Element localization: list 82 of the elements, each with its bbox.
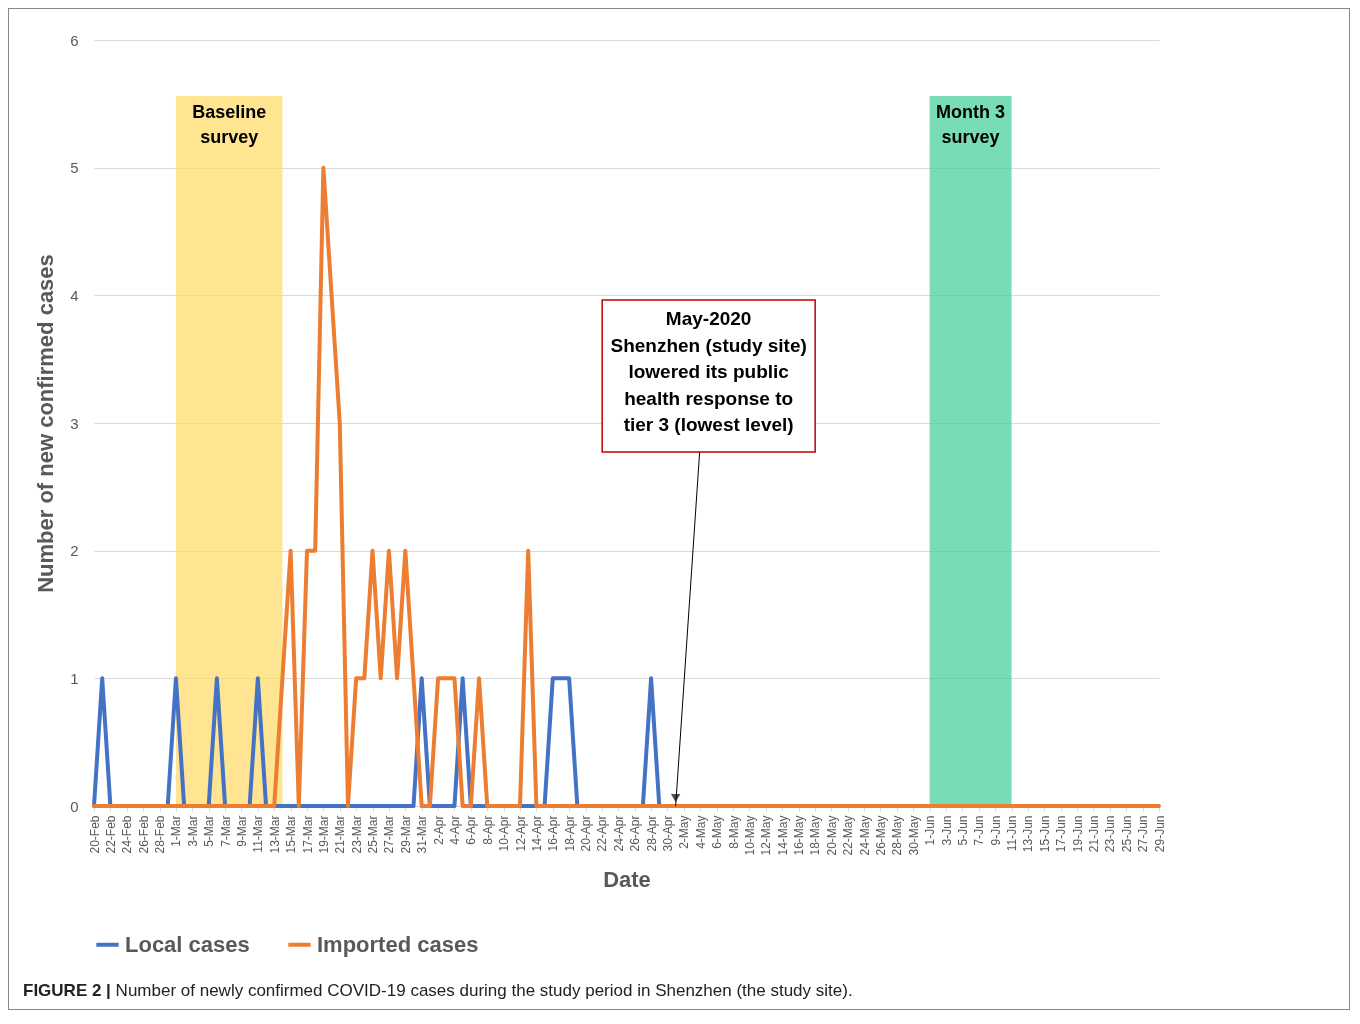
y-tick-label: 0 xyxy=(70,797,79,815)
x-tick-label: 25-Jun xyxy=(1119,815,1134,853)
x-tick-label: 5-Jun xyxy=(955,815,970,846)
x-tick-label: 16-Apr xyxy=(546,815,561,852)
y-tick-label: 5 xyxy=(70,159,79,177)
x-tick-label: 29-Mar xyxy=(398,815,413,854)
x-tick-label: 20-May xyxy=(824,815,839,856)
x-tick-label: 13-Jun xyxy=(1021,815,1036,853)
y-tick-label: 3 xyxy=(70,414,79,432)
x-tick-label: 16-May xyxy=(792,815,807,856)
x-tick-label: 14-May xyxy=(775,815,790,856)
caption: FIGURE 2 | Number of newly confirmed COVID-19 cases during the study period in Shenzhen (the study site). xyxy=(23,981,853,1001)
x-tick-label: 1-Mar xyxy=(169,815,184,847)
x-tick-label: 28-Feb xyxy=(153,815,168,854)
x-tick-label: 20-Feb xyxy=(87,815,102,854)
x-tick-label: 18-Apr xyxy=(562,815,577,852)
x-tick-label: 10-May xyxy=(742,815,757,856)
x-tick-label: 24-Apr xyxy=(611,815,626,852)
x-tick-label: 5-Mar xyxy=(202,815,217,847)
x-tick-label: 19-Jun xyxy=(1070,815,1085,853)
x-tick-label: 25-Mar xyxy=(366,815,381,854)
legend-label: Imported cases xyxy=(317,931,479,957)
x-tick-label: 30-Apr xyxy=(660,815,675,852)
x-tick-label: 24-May xyxy=(857,815,872,856)
x-tick-label: 2-Apr xyxy=(431,815,446,845)
x-tick-label: 19-Mar xyxy=(316,815,331,854)
band-label: Baseline survey xyxy=(192,102,267,147)
x-tick-label: 28-Apr xyxy=(644,815,659,852)
x-tick-label: 7-Mar xyxy=(218,815,233,847)
x-tick-label: 6-Apr xyxy=(464,815,479,845)
x-tick-label: 21-Mar xyxy=(333,815,348,854)
x-tick-label: 10-Apr xyxy=(497,815,512,852)
x-tick-label: 8-May xyxy=(726,815,741,849)
x-tick-label: 23-Mar xyxy=(349,815,364,854)
x-tick-label: 26-Apr xyxy=(628,815,643,852)
x-tick-label: 18-May xyxy=(808,815,823,856)
line-series xyxy=(92,165,1161,808)
x-tick-label: 11-Mar xyxy=(251,815,266,853)
x-tick-label: 22-May xyxy=(841,815,856,856)
x-tick-label: 9-Jun xyxy=(988,815,1003,846)
x-tick-label: 31-Mar xyxy=(415,815,430,854)
x-tick-label: 12-Apr xyxy=(513,815,528,852)
x-tick-label: 13-Mar xyxy=(267,815,282,854)
x-tick-label: 20-Apr xyxy=(579,815,594,852)
x-tick-label: 12-May xyxy=(759,815,774,856)
x-tick-label: 30-May xyxy=(906,815,921,856)
x-tick-label: 24-Feb xyxy=(120,815,135,854)
y-tick-label: 6 xyxy=(70,31,79,49)
annotation: May-2020 Shenzhen (study site) lowered its public health response to tier 3 (lowest level) xyxy=(610,308,807,435)
x-tick-label: 22-Feb xyxy=(103,815,118,854)
x-tick-label: 9-Mar xyxy=(234,815,249,847)
x-tick-label: 3-Jun xyxy=(939,815,954,846)
x-tick-label: 17-Mar xyxy=(300,815,315,854)
x-tick-label: 28-May xyxy=(890,815,905,856)
x-axis-title: Date xyxy=(603,866,651,892)
x-tick-label: 11-Jun xyxy=(1005,815,1020,852)
x-tick-label: 22-Apr xyxy=(595,815,610,852)
x-tick-label: 14-Apr xyxy=(529,815,544,852)
x-tick-label: 3-Mar xyxy=(185,815,200,847)
legend-label: Local cases xyxy=(125,931,250,957)
x-tick-label: 29-Jun xyxy=(1152,815,1167,853)
x-tick-label: 23-Jun xyxy=(1103,815,1118,853)
band-label: Month 3 survey xyxy=(936,102,1006,147)
x-tick-label: 27-Mar xyxy=(382,815,397,854)
x-tick-label: 27-Jun xyxy=(1136,815,1151,853)
x-tick-label: 1-Jun xyxy=(923,815,938,846)
x-tick-label: 26-Feb xyxy=(136,815,151,854)
x-tick-label: 21-Jun xyxy=(1086,815,1101,853)
x-tick-label: 6-May xyxy=(710,815,725,849)
x-tick-label: 4-Apr xyxy=(447,815,462,845)
y-tick-label: 4 xyxy=(70,286,79,304)
x-tick-label: 15-Mar xyxy=(284,815,299,854)
x-tick-label: 4-May xyxy=(693,815,708,849)
x-tick-label: 26-May xyxy=(873,815,888,856)
y-tick-label: 2 xyxy=(70,542,79,560)
x-tick-label: 8-Apr xyxy=(480,815,495,845)
x-tick-label: 15-Jun xyxy=(1037,815,1052,853)
x-tick-label: 7-Jun xyxy=(972,815,987,846)
y-axis-title: Number of new confirmed cases xyxy=(33,254,59,593)
x-tick-label: 2-May xyxy=(677,815,692,849)
x-tick-label: 17-Jun xyxy=(1054,815,1069,853)
y-tick-label: 1 xyxy=(70,669,79,687)
